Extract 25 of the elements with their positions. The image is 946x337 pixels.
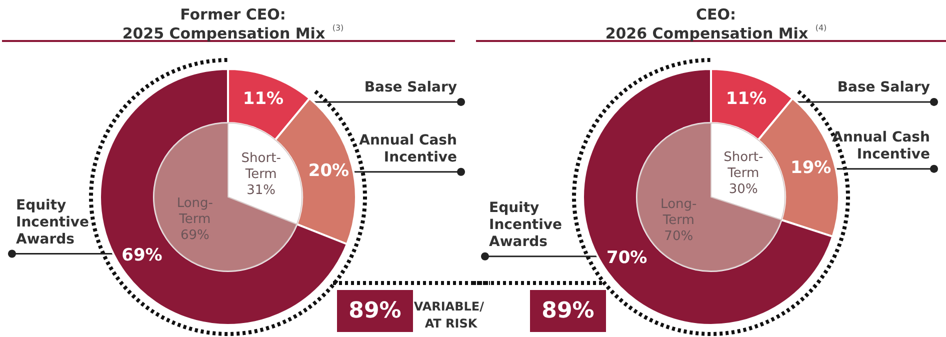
data-label: 31% [246, 183, 276, 198]
data-label: 70% [664, 229, 694, 244]
slice-label: Long-Term [660, 197, 698, 228]
slice-label: Base Salary [364, 79, 457, 96]
data-label: 70% [606, 248, 648, 268]
slice-label: Short-Term [241, 151, 282, 182]
slice-label: Base Salary [837, 79, 930, 96]
slice-label: Annual Cash Incentive [832, 129, 930, 162]
data-label: 11% [726, 89, 767, 110]
data-label: 69% [180, 228, 210, 243]
slice-label: Annual Cash Incentive [359, 132, 457, 166]
text: 89% [542, 298, 594, 324]
slice-label: Equity Incentive Awards [16, 197, 94, 248]
chart-title: CEO: 2026 Compensation Mix (4) [605, 6, 827, 42]
data-label: 19% [790, 158, 832, 178]
slice-label: Long-Term [176, 196, 214, 227]
slice-label: Equity Incentive Awards [489, 200, 567, 250]
data-label: 11% [242, 89, 284, 110]
text: 89% [348, 298, 402, 324]
chart-title: Former CEO: 2025 Compensation Mix (3) [122, 6, 344, 42]
data-label: 69% [122, 245, 162, 266]
text: VARIABLE/ AT RISK [414, 300, 488, 330]
data-label: 20% [308, 161, 350, 182]
data-label: 30% [728, 182, 758, 197]
slice-label: Short-Term [724, 150, 764, 181]
